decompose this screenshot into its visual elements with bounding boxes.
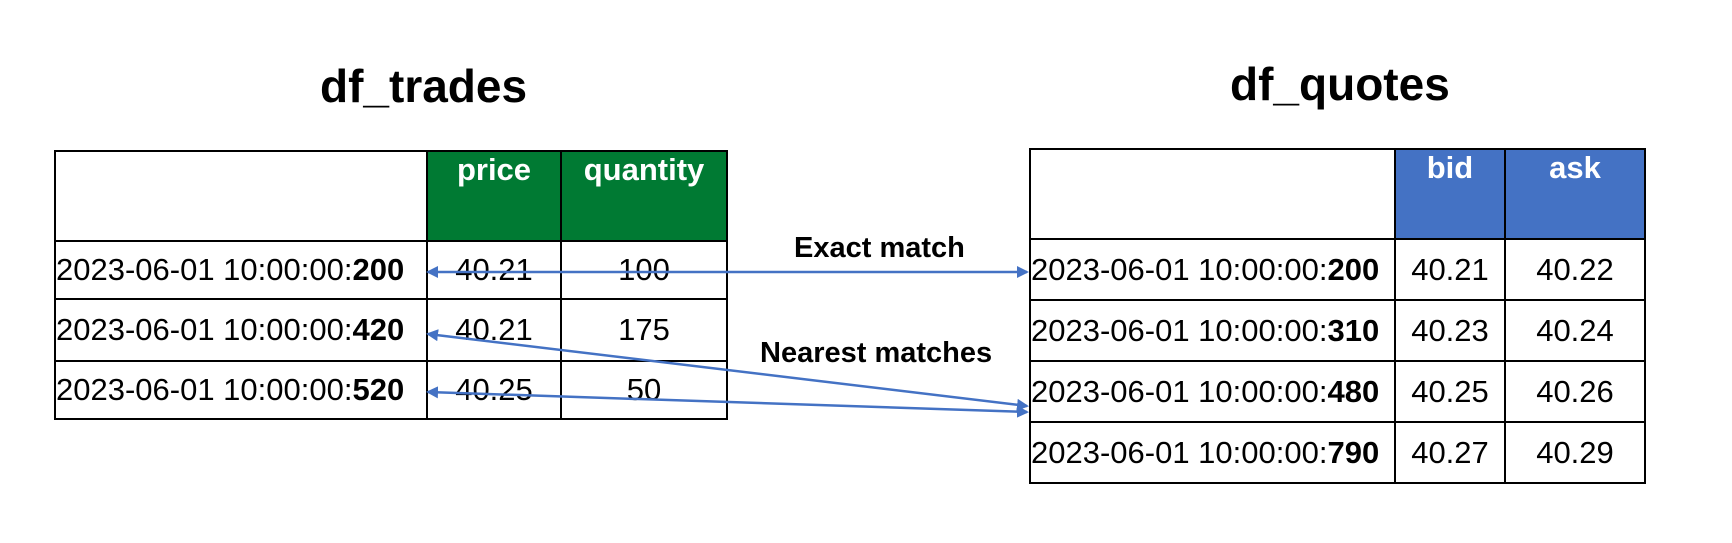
trades-index-header bbox=[54, 150, 428, 242]
trades-timestamp: 2023-06-01 10:00:00:200 bbox=[54, 240, 428, 300]
timestamp-prefix: 2023-06-01 10:00:00: bbox=[1031, 251, 1328, 287]
timestamp-ms: 420 bbox=[352, 312, 405, 347]
timestamp-prefix: 2023-06-01 10:00:00: bbox=[1031, 434, 1328, 470]
quotes-ask-header: ask bbox=[1504, 148, 1646, 240]
quotes-timestamp: 2023-06-01 10:00:00:310 bbox=[1029, 299, 1396, 362]
trades-row: 2023-06-01 10:00:00:200 40.21 100 bbox=[54, 240, 728, 300]
quotes-header-row: bid ask bbox=[1029, 148, 1646, 240]
quotes-timestamp: 2023-06-01 10:00:00:200 bbox=[1029, 238, 1396, 301]
quotes-bid: 40.23 bbox=[1394, 299, 1506, 362]
trades-timestamp: 2023-06-01 10:00:00:420 bbox=[54, 298, 428, 362]
trades-quantity-header: quantity bbox=[560, 150, 728, 242]
timestamp-ms: 790 bbox=[1327, 434, 1380, 470]
quotes-bid: 40.25 bbox=[1394, 360, 1506, 423]
timestamp-ms: 200 bbox=[1327, 251, 1380, 287]
timestamp-ms: 480 bbox=[1327, 373, 1380, 409]
timestamp-prefix: 2023-06-01 10:00:00: bbox=[56, 252, 353, 287]
timestamp-prefix: 2023-06-01 10:00:00: bbox=[1031, 373, 1328, 409]
quotes-ask: 40.22 bbox=[1504, 238, 1646, 301]
exact-match-label: Exact match bbox=[794, 232, 965, 264]
quotes-index-header bbox=[1029, 148, 1396, 240]
quotes-timestamp: 2023-06-01 10:00:00:480 bbox=[1029, 360, 1396, 423]
quotes-bid: 40.21 bbox=[1394, 238, 1506, 301]
timestamp-ms: 200 bbox=[352, 252, 405, 287]
quotes-row: 2023-06-01 10:00:00:790 40.27 40.29 bbox=[1029, 421, 1646, 484]
trades-timestamp: 2023-06-01 10:00:00:520 bbox=[54, 360, 428, 420]
trades-title: df_trades bbox=[320, 60, 528, 112]
quotes-timestamp: 2023-06-01 10:00:00:790 bbox=[1029, 421, 1396, 484]
trades-header-row: price quantity bbox=[54, 150, 728, 242]
timestamp-prefix: 2023-06-01 10:00:00: bbox=[1031, 312, 1328, 348]
quotes-ask: 40.24 bbox=[1504, 299, 1646, 362]
nearest-match-arrow-520 bbox=[426, 386, 1029, 418]
quotes-row: 2023-06-01 10:00:00:480 40.25 40.26 bbox=[1029, 360, 1646, 423]
timestamp-ms: 310 bbox=[1327, 312, 1380, 348]
timestamp-ms: 520 bbox=[352, 372, 405, 407]
quotes-table: bid ask 2023-06-01 10:00:00:200 40.21 40… bbox=[1029, 148, 1646, 484]
trades-price-header: price bbox=[426, 150, 562, 242]
quotes-ask: 40.26 bbox=[1504, 360, 1646, 423]
quotes-row: 2023-06-01 10:00:00:200 40.21 40.22 bbox=[1029, 238, 1646, 301]
quotes-bid: 40.27 bbox=[1394, 421, 1506, 484]
quotes-ask: 40.29 bbox=[1504, 421, 1646, 484]
timestamp-prefix: 2023-06-01 10:00:00: bbox=[56, 372, 353, 407]
quotes-title: df_quotes bbox=[1230, 58, 1450, 110]
quotes-bid-header: bid bbox=[1394, 148, 1506, 240]
timestamp-prefix: 2023-06-01 10:00:00: bbox=[56, 312, 353, 347]
quotes-row: 2023-06-01 10:00:00:310 40.23 40.24 bbox=[1029, 299, 1646, 362]
